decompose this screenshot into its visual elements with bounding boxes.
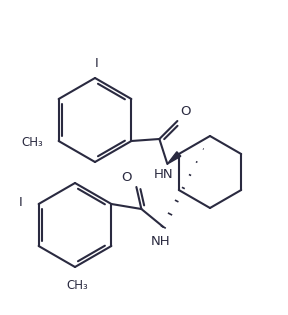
Polygon shape xyxy=(167,152,181,164)
Text: CH₃: CH₃ xyxy=(66,279,88,292)
Text: O: O xyxy=(121,171,131,184)
Text: I: I xyxy=(19,196,23,209)
Text: I: I xyxy=(95,57,99,70)
Text: O: O xyxy=(180,105,191,118)
Text: CH₃: CH₃ xyxy=(21,136,43,150)
Text: NH: NH xyxy=(151,235,170,248)
Text: HN: HN xyxy=(154,168,173,181)
